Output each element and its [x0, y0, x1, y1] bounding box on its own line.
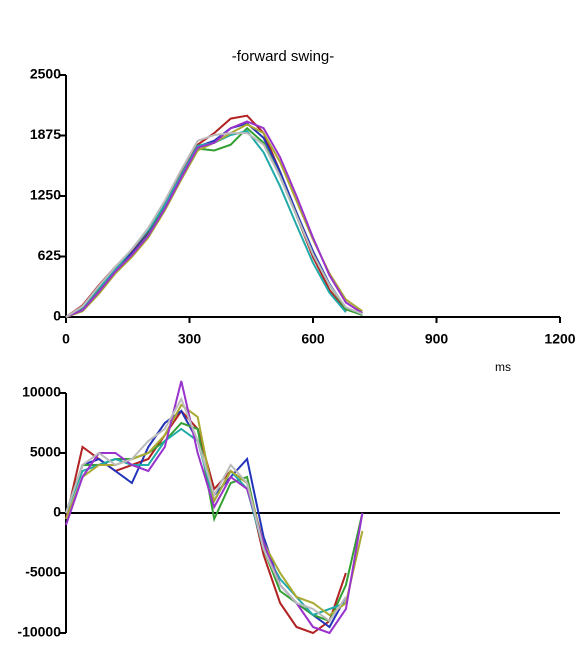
y-tick-label: 1250: [30, 187, 61, 203]
y-tick-label: 5000: [30, 444, 61, 460]
series-line: [65, 126, 363, 318]
x-tick-label: 900: [425, 331, 449, 347]
y-tick-label: 2500: [30, 66, 61, 82]
series-line: [65, 403, 364, 617]
series-line: [65, 132, 363, 318]
y-tick-label: 1875: [30, 126, 61, 142]
series-line: [65, 129, 347, 318]
y-tick-label: 10000: [22, 384, 61, 400]
y-tick-label: -5000: [25, 564, 61, 580]
series-line: [65, 409, 347, 629]
series-line: [65, 396, 347, 623]
x-axis-label: ms: [495, 360, 511, 374]
series-line: [65, 120, 363, 318]
y-tick-label: 0: [53, 308, 61, 324]
x-tick-label: 300: [178, 331, 202, 347]
chart-title: -forward swing-: [232, 48, 335, 65]
x-tick-label: 0: [62, 331, 70, 347]
series-line: [65, 123, 363, 318]
y-tick-label: 625: [38, 247, 62, 263]
x-tick-label: 600: [301, 331, 325, 347]
y-tick-label: 0: [53, 504, 61, 520]
y-tick-label: -10000: [17, 624, 61, 640]
x-tick-label: 1200: [544, 331, 575, 347]
series-line: [65, 380, 364, 635]
